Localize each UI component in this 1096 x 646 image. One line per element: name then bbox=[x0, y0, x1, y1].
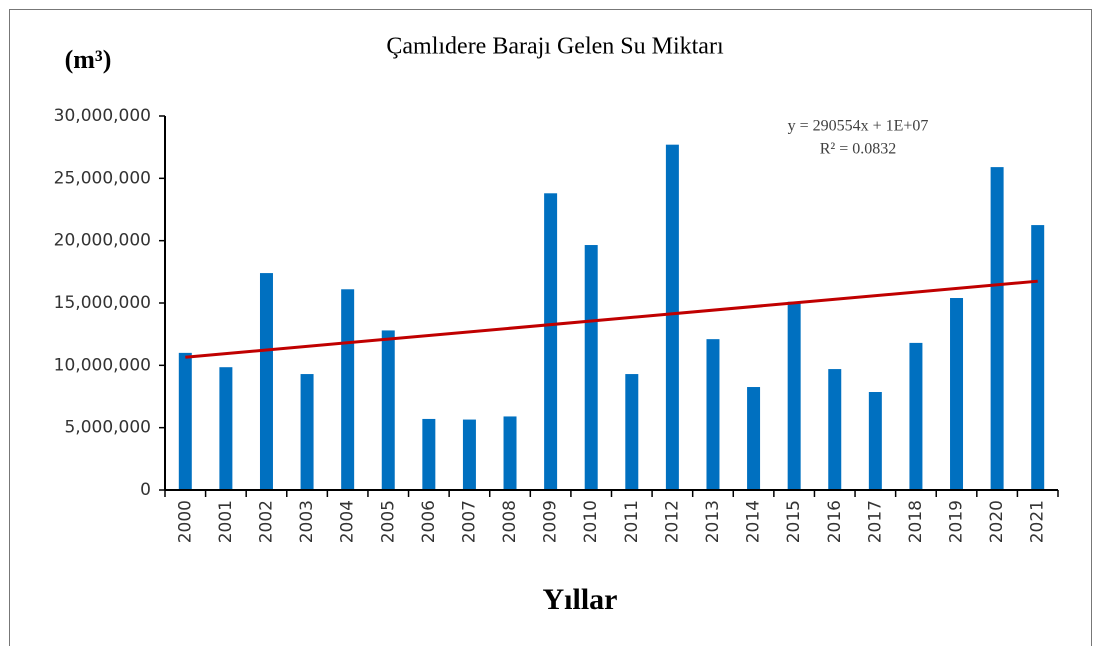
bar bbox=[341, 289, 355, 490]
x-tick-label: 2010 bbox=[581, 500, 601, 543]
x-tick-label: 2005 bbox=[378, 500, 398, 543]
x-tick-label: 2008 bbox=[500, 500, 520, 543]
bar bbox=[219, 367, 233, 490]
bar bbox=[381, 330, 395, 490]
y-tick-label: 20,000,000 bbox=[54, 231, 151, 251]
bar bbox=[990, 167, 1004, 490]
x-tick-label: 2016 bbox=[825, 500, 845, 543]
x-tick-label: 2012 bbox=[662, 500, 682, 543]
x-tick-label: 2011 bbox=[622, 500, 642, 543]
x-axis-label: Yıllar bbox=[543, 583, 618, 616]
x-tick-label: 2001 bbox=[216, 500, 236, 543]
trend-r-squared: R² = 0.0832 bbox=[820, 141, 897, 158]
x-tick-label: 2000 bbox=[175, 500, 195, 543]
bar bbox=[462, 419, 476, 490]
bar bbox=[706, 339, 720, 490]
x-tick-label: 2018 bbox=[906, 500, 926, 543]
bar bbox=[665, 144, 679, 490]
x-tick-label: 2006 bbox=[419, 500, 439, 543]
y-tick-label: 5,000,000 bbox=[64, 418, 151, 438]
bar bbox=[950, 298, 964, 490]
frame bbox=[9, 9, 1092, 646]
y-tick-label: 10,000,000 bbox=[54, 355, 151, 375]
trendline bbox=[185, 279, 1038, 359]
x-tick-label: 2019 bbox=[947, 500, 967, 543]
bar bbox=[544, 193, 558, 490]
bar bbox=[422, 418, 436, 490]
bar bbox=[909, 342, 923, 490]
bar bbox=[1031, 225, 1045, 491]
x-tick-label: 2004 bbox=[338, 500, 358, 543]
trend-equation: y = 290554x + 1E+07 bbox=[788, 118, 929, 135]
x-tick-label: 2003 bbox=[297, 500, 317, 543]
x-tick-label: 2002 bbox=[256, 500, 276, 543]
y-axis-label: (m³) bbox=[65, 45, 112, 74]
bar bbox=[584, 245, 598, 490]
y-tick-label: 15,000,000 bbox=[54, 293, 151, 313]
bar bbox=[503, 416, 517, 490]
bar bbox=[300, 374, 314, 490]
x-tick-label: 2020 bbox=[987, 500, 1007, 543]
bar bbox=[259, 273, 273, 490]
x-tick-label: 2009 bbox=[541, 500, 561, 543]
x-tick-label: 2017 bbox=[865, 500, 885, 543]
x-tick-label: 2021 bbox=[1028, 500, 1048, 543]
y-tick-label: 30,000,000 bbox=[54, 106, 151, 126]
bar bbox=[625, 374, 639, 490]
bar bbox=[178, 352, 192, 490]
y-tick-label: 25,000,000 bbox=[54, 168, 151, 188]
bar bbox=[787, 301, 801, 490]
x-tick-label: 2007 bbox=[459, 500, 479, 543]
bar bbox=[868, 392, 882, 490]
x-tick-label: 2014 bbox=[744, 500, 764, 543]
x-tick-label: 2013 bbox=[703, 500, 723, 543]
x-tick-label: 2015 bbox=[784, 500, 804, 543]
bar bbox=[828, 369, 842, 490]
y-tick-label: 0 bbox=[140, 480, 151, 500]
chart-title: Çamlıdere Barajı Gelen Su Miktarı bbox=[386, 34, 724, 60]
bar bbox=[747, 387, 761, 490]
